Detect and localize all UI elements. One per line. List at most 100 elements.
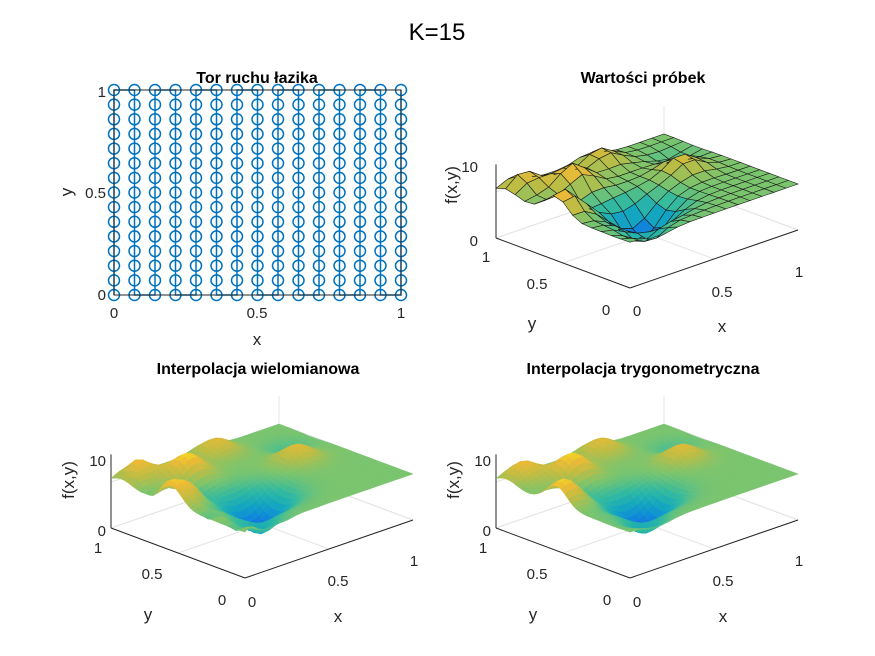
- trigonometric-surface: [495, 396, 799, 579]
- rover-sample-marker: [148, 127, 162, 141]
- rover-sample-marker: [292, 113, 305, 126]
- rover-sample-marker: [189, 113, 203, 126]
- rover-sample-marker: [271, 113, 285, 126]
- rover-sample-marker: [271, 244, 285, 258]
- rover-sample-marker: [128, 186, 141, 199]
- rover-sample-marker: [189, 230, 203, 243]
- rover-sample-marker: [148, 244, 162, 258]
- samples-x-axis-line: [629, 229, 799, 289]
- rover-sample-marker: [169, 259, 182, 272]
- rover-sample-marker: [169, 171, 182, 185]
- rover-sample-marker: [128, 230, 141, 243]
- rover-sample-marker: [353, 171, 367, 185]
- rover-sample-marker: [333, 171, 346, 185]
- rover-sample-marker: [128, 171, 141, 185]
- rover-sample-marker: [189, 156, 203, 170]
- x-tick-1: 1: [795, 553, 803, 570]
- rover-sample-marker: [251, 113, 264, 126]
- samples-y-axis-line: [495, 237, 631, 289]
- rover-sample-marker: [333, 274, 346, 287]
- z-tick-0: 0: [470, 233, 478, 250]
- rover-sample-marker: [251, 142, 264, 155]
- x-tick-0: 0: [110, 305, 118, 322]
- y-tick-1: 1: [98, 84, 106, 101]
- y-tick-1: 1: [479, 540, 487, 557]
- rover-sample-marker: [189, 127, 203, 141]
- rover-sample-marker: [210, 98, 223, 111]
- rover-sample-marker: [374, 127, 387, 141]
- rover-sample-marker: [169, 244, 182, 258]
- rover-sample-marker: [353, 230, 367, 243]
- y-tick-05: 0.5: [527, 276, 548, 293]
- rover-sample-marker: [210, 127, 223, 141]
- rover-sample-marker: [169, 98, 182, 111]
- rover-sample-marker: [210, 244, 223, 258]
- rover-sample-marker: [230, 259, 244, 272]
- x-tick-1: 1: [795, 264, 803, 281]
- rover-sample-marker: [189, 98, 203, 111]
- rover-sample-marker: [312, 186, 326, 199]
- x-tick-05: 0.5: [712, 284, 733, 301]
- rover-sample-marker: [374, 200, 387, 214]
- rover-sample-marker: [210, 230, 223, 243]
- rover-sample-marker: [333, 215, 346, 229]
- x-tick-0: 0: [248, 594, 256, 611]
- rover-sample-marker: [148, 259, 162, 272]
- rover-sample-marker: [251, 127, 264, 141]
- rover-sample-marker: [374, 244, 387, 258]
- rover-sample-marker: [230, 113, 244, 126]
- rover-sample-marker: [169, 230, 182, 243]
- figure-title: K=15: [409, 19, 466, 46]
- y-tick-05: 0.5: [142, 566, 163, 583]
- rover-path-line: [113, 89, 402, 296]
- rover-sample-marker: [210, 142, 223, 155]
- rover-sample-marker: [128, 244, 141, 258]
- rover-sample-marker: [230, 230, 244, 243]
- rover-sample-marker: [374, 98, 387, 111]
- polynomial-y-axis-line: [110, 527, 246, 579]
- rover-sample-marker: [189, 274, 203, 287]
- rover-sample-marker: [169, 127, 182, 141]
- x-axis-label: x: [253, 330, 262, 349]
- rover-sample-marker: [353, 244, 367, 258]
- rover-sample-marker: [148, 200, 162, 214]
- rover-sample-marker: [148, 113, 162, 126]
- x-axis-label: x: [719, 607, 728, 626]
- rover-sample-marker: [353, 127, 367, 141]
- rover-sample-marker: [230, 215, 244, 229]
- rover-sample-marker: [189, 259, 203, 272]
- rover-sample-marker: [230, 186, 244, 199]
- rover-path-title: Tor ruchu łazika: [196, 70, 318, 87]
- z-axis-label: f(x,y): [59, 461, 78, 499]
- rover-sample-marker: [333, 244, 346, 258]
- x-tick-1: 1: [397, 305, 405, 322]
- x-tick-0: 0: [633, 303, 641, 320]
- rover-sample-marker: [333, 156, 346, 170]
- rover-sample-marker: [251, 244, 264, 258]
- rover-sample-marker: [292, 215, 305, 229]
- rover-sample-marker: [169, 113, 182, 126]
- y-tick-0: 0: [98, 287, 106, 304]
- rover-sample-marker: [312, 156, 326, 170]
- rover-sample-marker: [374, 259, 387, 272]
- rover-sample-marker: [210, 156, 223, 170]
- rover-sample-marker: [312, 98, 326, 111]
- rover-sample-marker: [251, 274, 264, 287]
- rover-sample-marker: [148, 230, 162, 243]
- y-tick-0: 0: [218, 592, 226, 609]
- rover-sample-marker: [312, 200, 326, 214]
- rover-sample-marker: [251, 230, 264, 243]
- rover-sample-marker: [148, 274, 162, 287]
- rover-sample-marker: [230, 171, 244, 185]
- rover-sample-marker: [128, 200, 141, 214]
- rover-sample-marker: [210, 113, 223, 126]
- panel-sample-values: Wartości próbek 10 0 f(x,y) 1 0.5 0 0 0.…: [442, 70, 803, 336]
- rover-sample-marker: [251, 171, 264, 185]
- rover-sample-marker: [292, 244, 305, 258]
- rover-sample-marker: [230, 244, 244, 258]
- rover-sample-marker: [128, 98, 141, 111]
- rover-sample-marker: [292, 186, 305, 199]
- rover-sample-marker: [128, 259, 141, 272]
- rover-sample-marker: [353, 142, 367, 155]
- x-tick-05: 0.5: [247, 305, 268, 322]
